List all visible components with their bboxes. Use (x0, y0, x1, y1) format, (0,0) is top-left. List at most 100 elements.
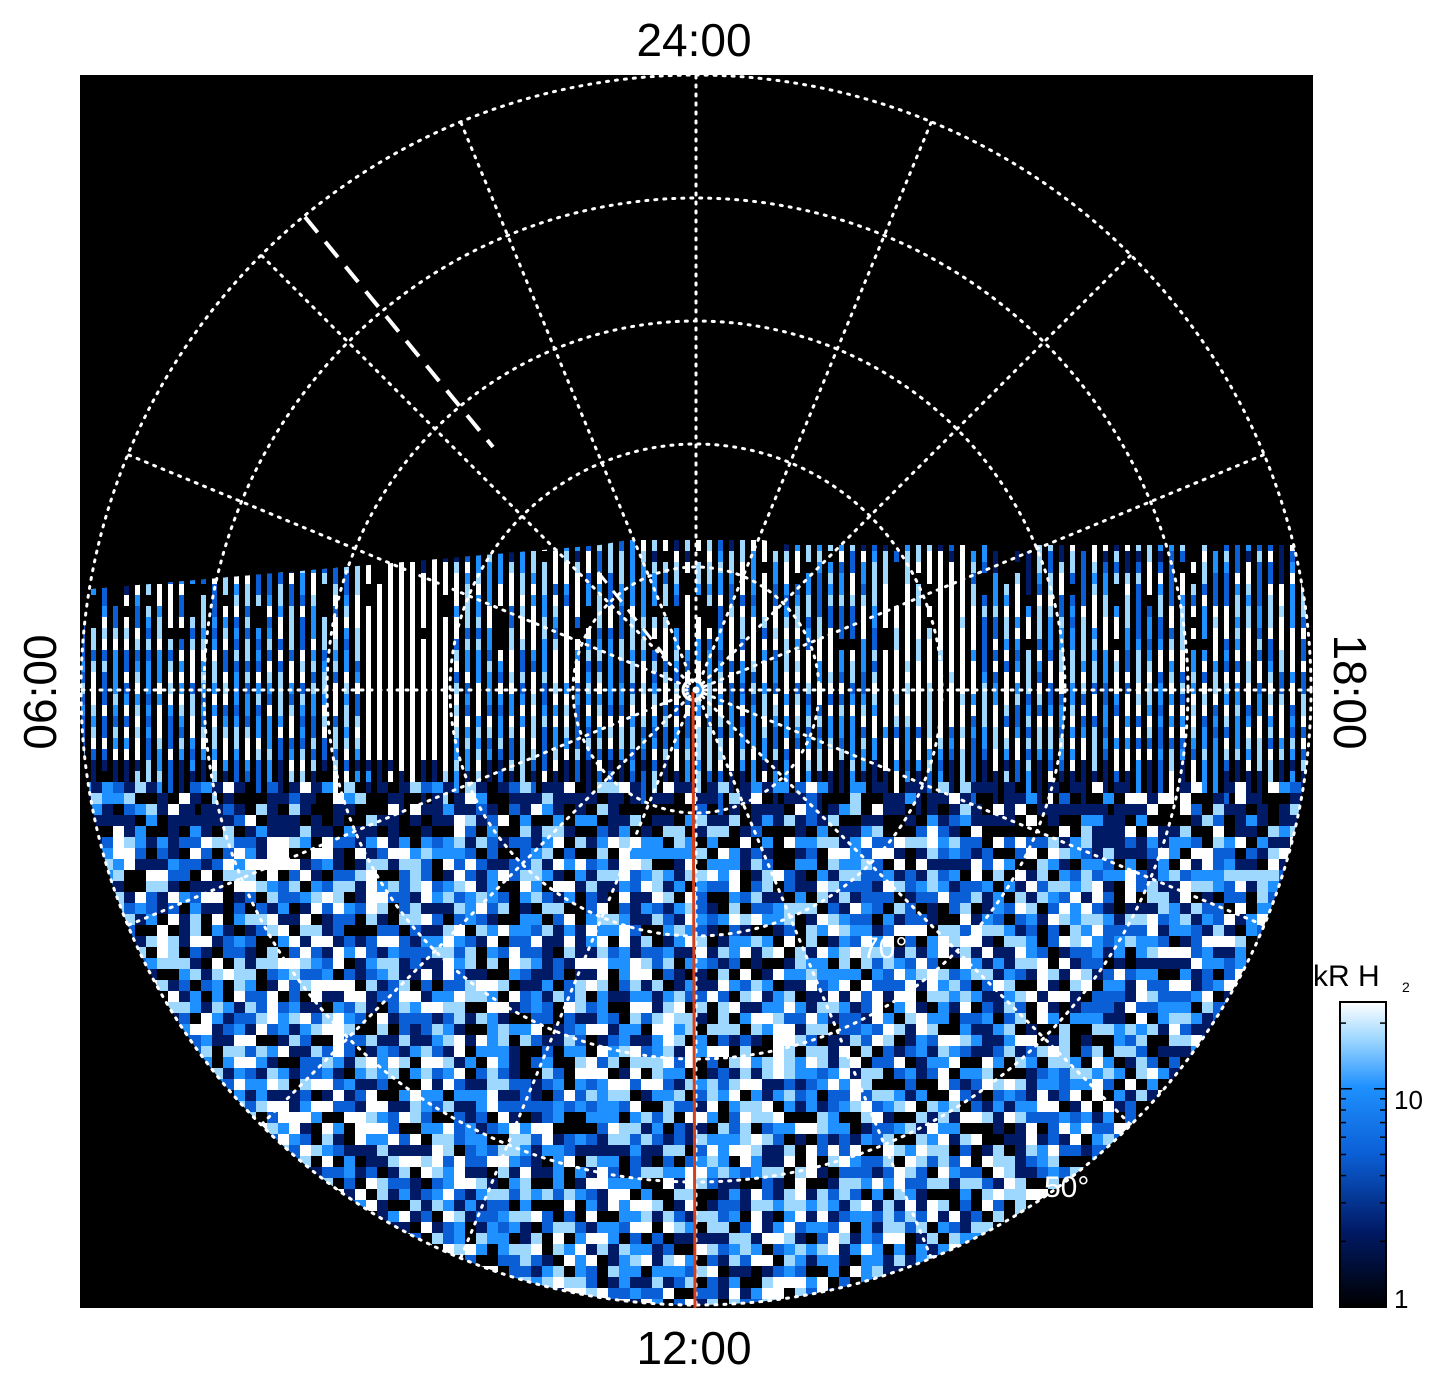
emission-cell (619, 826, 630, 837)
emission-cell (740, 848, 751, 859)
emission-cell (861, 771, 866, 782)
emission-cell (1026, 1112, 1037, 1123)
emission-cell (806, 672, 811, 683)
emission-cell (289, 947, 300, 958)
emission-cell (806, 804, 817, 815)
emission-cell (916, 683, 921, 694)
emission-cell (883, 870, 894, 881)
emission-cell (586, 1002, 597, 1013)
emission-cell (630, 1013, 641, 1024)
emission-cell (1191, 969, 1202, 980)
emission-cell (894, 958, 905, 969)
emission-cell (1004, 1035, 1015, 1046)
emission-cell (597, 1112, 608, 1123)
emission-cell (1004, 969, 1015, 980)
emission-cell (289, 1101, 300, 1112)
emission-cell (817, 551, 822, 562)
emission-cell (1070, 639, 1075, 650)
emission-cell (1103, 914, 1114, 925)
emission-cell (905, 1013, 916, 1024)
emission-cell (674, 969, 685, 980)
emission-cell (443, 837, 454, 848)
emission-cell (377, 958, 388, 969)
emission-cell (1103, 617, 1108, 628)
emission-cell (795, 969, 806, 980)
emission-cell (509, 573, 514, 606)
emission-cell (267, 980, 278, 991)
emission-cell (1202, 1002, 1213, 1013)
emission-cell (784, 1002, 795, 1013)
emission-cell (861, 980, 872, 991)
emission-cell (1037, 980, 1048, 991)
emission-cell (234, 1013, 245, 1024)
emission-cell (1070, 804, 1081, 815)
emission-cell (1268, 650, 1273, 661)
emission-cell (366, 947, 377, 958)
emission-cell (201, 903, 212, 914)
emission-cell (410, 991, 421, 1002)
emission-cell (971, 914, 982, 925)
emission-cell (993, 870, 1004, 881)
emission-cell (839, 661, 844, 672)
emission-cell (586, 1013, 597, 1024)
emission-cell (487, 1046, 498, 1057)
emission-cell (905, 771, 910, 782)
emission-cell (542, 848, 553, 859)
emission-cell (982, 881, 993, 892)
emission-cell (949, 848, 960, 859)
emission-cell (1081, 947, 1092, 958)
emission-cell (762, 815, 773, 826)
emission-cell (245, 1035, 256, 1046)
emission-cell (586, 859, 597, 870)
emission-cell (960, 1035, 971, 1046)
emission-cell (795, 793, 806, 804)
emission-cell (245, 1024, 256, 1035)
emission-cell (465, 980, 476, 991)
emission-cell (190, 727, 195, 738)
emission-cell (355, 1035, 366, 1046)
emission-cell (443, 1101, 454, 1112)
emission-cell (828, 606, 833, 639)
emission-cell (971, 705, 976, 716)
emission-cell (641, 617, 646, 628)
emission-cell (212, 628, 217, 639)
emission-cell (1125, 892, 1136, 903)
emission-cell (366, 870, 377, 881)
emission-cell (740, 617, 745, 650)
emission-cell (289, 914, 300, 925)
emission-cell (1103, 573, 1108, 606)
emission-cell (278, 925, 289, 936)
emission-cell (1092, 914, 1103, 925)
emission-cell (344, 1046, 355, 1057)
emission-cell (696, 1090, 707, 1101)
emission-cell (421, 551, 426, 584)
emission-cell (872, 969, 883, 980)
emission-cell (685, 1046, 696, 1057)
emission-cell (322, 947, 333, 958)
emission-cell (1059, 947, 1070, 958)
emission-cell (619, 1079, 630, 1090)
emission-cell (927, 1035, 938, 1046)
emission-cell (201, 969, 212, 980)
emission-cell (168, 859, 179, 870)
emission-cell (784, 716, 789, 727)
emission-cell (454, 804, 465, 815)
emission-cell (333, 947, 344, 958)
emission-cell (1070, 969, 1081, 980)
emission-cell (1026, 848, 1037, 859)
emission-cell (465, 1101, 476, 1112)
emission-cell (432, 815, 443, 826)
emission-cell (1048, 1079, 1059, 1090)
emission-cell (553, 617, 558, 628)
emission-cell (971, 969, 982, 980)
emission-cell (245, 1090, 256, 1101)
emission-cell (971, 892, 982, 903)
emission-cell (465, 793, 476, 804)
emission-cell (1048, 1035, 1059, 1046)
emission-cell (1037, 727, 1042, 738)
emission-cell (839, 991, 850, 1002)
emission-cell (245, 969, 256, 980)
emission-cell (366, 881, 377, 892)
emission-cell (520, 991, 531, 1002)
emission-cell (751, 947, 762, 958)
